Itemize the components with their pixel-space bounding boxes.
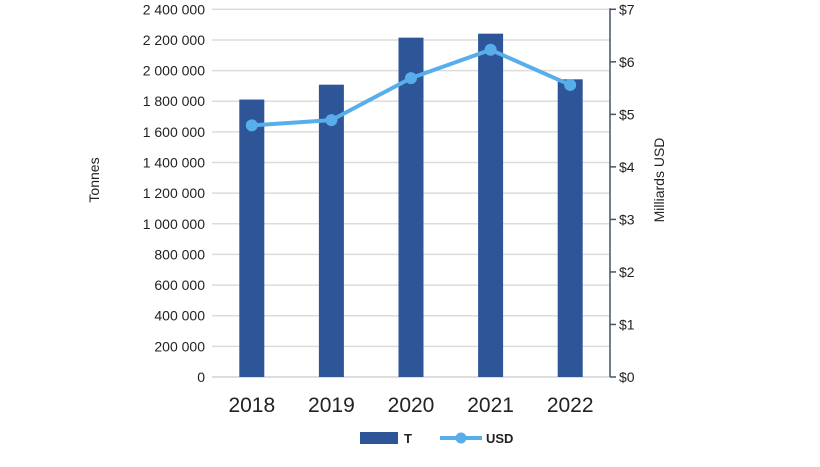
usd-point-2020: [405, 72, 417, 85]
x-axis: 2018 2019 2020 2021 2022: [228, 394, 593, 417]
usd-point-2021: [484, 43, 497, 56]
right-tick-label: $2: [619, 264, 635, 280]
bar-2019: [318, 84, 344, 377]
usd-point-2019: [325, 114, 338, 127]
left-axis-title: Tonnes: [86, 157, 102, 202]
left-tick-label: 1 000 000: [143, 216, 205, 232]
legend-label-t: T: [404, 431, 412, 446]
left-tick-label: 1 400 000: [143, 155, 205, 171]
left-tick-label: 600 000: [154, 277, 205, 293]
right-axis-title: Milliards USD: [651, 138, 667, 223]
left-tick-label: 800 000: [154, 246, 205, 262]
left-tick-label: 400 000: [154, 308, 205, 324]
usd-point-2022: [564, 78, 577, 91]
x-tick-label: 2018: [228, 394, 275, 417]
left-tick-label: 1 800 000: [143, 93, 205, 109]
legend-swatch-t: [360, 432, 398, 444]
x-tick-label: 2022: [547, 394, 594, 417]
left-tick-label: 2 200 000: [143, 32, 205, 48]
line-series: [245, 43, 577, 132]
right-tick-label: $3: [619, 211, 635, 227]
right-tick-label: $6: [619, 54, 635, 70]
x-tick-label: 2020: [388, 394, 435, 417]
legend-marker-usd: [455, 432, 467, 444]
bar-2022: [557, 79, 583, 377]
right-tick-label: $0: [619, 369, 635, 385]
right-tick-label: $5: [619, 106, 635, 122]
bar-2018: [239, 99, 265, 378]
left-axis: 0 200 000 400 000 600 000 800 000 1 000 000 1 …: [143, 1, 206, 385]
right-axis: $0 $1 $2 $3 $4 $5 $6 $7: [609, 1, 635, 385]
left-tick-label: 1 600 000: [143, 124, 205, 140]
right-tick-label: $7: [619, 1, 635, 17]
usd-point-2018: [245, 119, 258, 132]
left-tick-label: 0: [197, 369, 205, 385]
legend: T USD: [360, 431, 513, 446]
x-tick-label: 2021: [467, 394, 514, 417]
bar-2020: [398, 37, 424, 377]
left-tick-label: 200 000: [154, 338, 205, 354]
right-tick-label: $1: [619, 316, 635, 332]
bar-series: [239, 33, 583, 378]
left-tick-label: 2 000 000: [143, 63, 205, 79]
right-tick-label: $4: [619, 159, 635, 175]
x-tick-label: 2019: [308, 394, 355, 417]
legend-label-usd: USD: [486, 431, 513, 446]
left-tick-label: 1 200 000: [143, 185, 205, 201]
left-tick-label: 2 400 000: [143, 1, 205, 17]
bar-2021: [478, 33, 504, 377]
